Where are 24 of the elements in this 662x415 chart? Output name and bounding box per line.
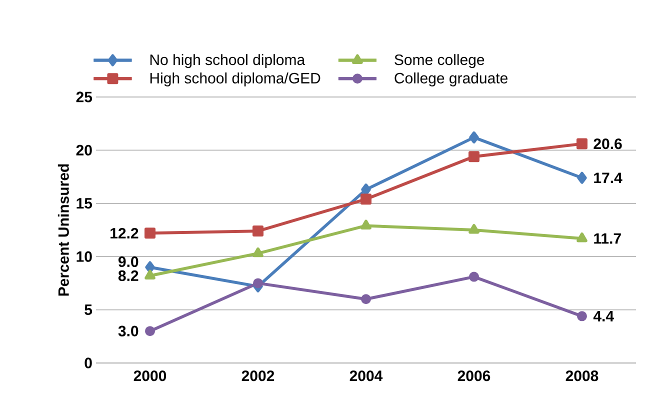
data-label: 20.6 bbox=[594, 138, 622, 150]
y-tick-label: 25 bbox=[76, 92, 92, 102]
y-tick-label: 10 bbox=[76, 251, 92, 262]
x-tick-label: 2004 bbox=[350, 370, 383, 382]
legend-label: High school diploma/GED bbox=[150, 72, 320, 86]
legend-label: Some college bbox=[394, 54, 484, 68]
y-axis-title: Percent Uninsured bbox=[58, 164, 69, 296]
y-tick-label: 15 bbox=[76, 198, 92, 209]
data-label: 12.2 bbox=[110, 228, 138, 238]
legend-label: College graduate bbox=[394, 72, 508, 86]
y-tick-label: 0 bbox=[84, 358, 92, 368]
data-label: 8.2 bbox=[118, 270, 138, 282]
x-tick-label: 2006 bbox=[458, 370, 490, 382]
y-tick-label: 5 bbox=[84, 304, 92, 316]
data-label: 3.0 bbox=[118, 326, 138, 336]
data-label: 17.4 bbox=[594, 172, 622, 184]
y-tick-label: 20 bbox=[76, 144, 92, 156]
data-label: 11.7 bbox=[594, 233, 621, 244]
x-tick-label: 2000 bbox=[134, 370, 166, 382]
data-label: 4.4 bbox=[593, 311, 614, 322]
x-tick-label: 2008 bbox=[566, 370, 598, 382]
x-tick-label: 2002 bbox=[242, 370, 274, 382]
legend-label: No high school diploma bbox=[150, 54, 306, 68]
data-label: 9.0 bbox=[118, 256, 138, 268]
